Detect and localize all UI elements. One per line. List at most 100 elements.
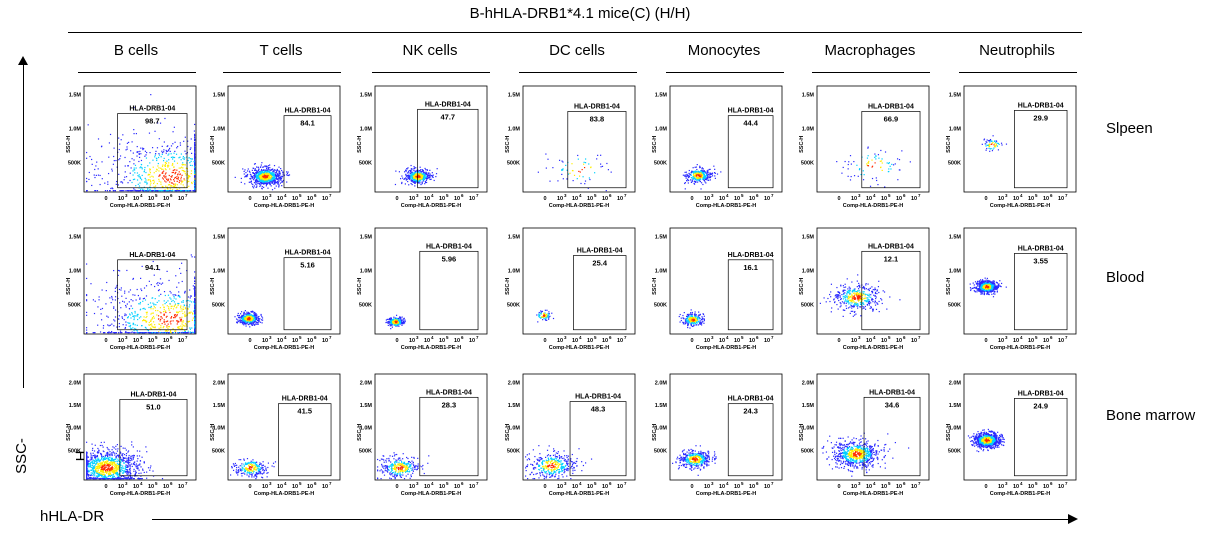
event-dot — [164, 189, 166, 191]
event-dot — [411, 172, 413, 174]
event-dot — [992, 142, 994, 144]
x-tick-exponent: 5 — [888, 193, 891, 198]
event-dot — [148, 168, 151, 170]
event-dot — [171, 189, 174, 191]
event-dot — [154, 154, 156, 156]
event-dot — [171, 176, 173, 178]
event-dot — [544, 319, 547, 321]
x-tick-label: 10 — [133, 196, 139, 202]
event-dot — [256, 314, 258, 316]
event-dot — [137, 332, 139, 334]
event-dot — [581, 168, 583, 171]
event-dot — [697, 176, 699, 179]
event-dot — [274, 169, 276, 171]
event-dot — [241, 315, 244, 317]
event-dot — [165, 329, 168, 332]
event-dot — [194, 123, 196, 126]
event-dot — [850, 304, 852, 306]
event-dot — [410, 179, 412, 181]
event-dot — [194, 276, 196, 278]
x-tick-label: 10 — [469, 338, 475, 344]
event-dot — [408, 184, 410, 186]
event-dot — [703, 173, 705, 176]
event-dot — [129, 161, 131, 163]
event-dot — [691, 313, 693, 315]
event-dot — [173, 160, 176, 162]
event-dot — [157, 122, 159, 124]
event-dot — [101, 161, 103, 163]
event-dot — [132, 315, 134, 318]
event-dot — [247, 315, 249, 318]
event-dot — [160, 293, 162, 295]
event-dot — [151, 318, 153, 320]
event-dot — [871, 159, 873, 161]
event-dot — [687, 314, 689, 317]
event-dot — [194, 149, 196, 151]
event-dot — [411, 178, 413, 180]
event-dot — [256, 323, 258, 325]
event-dot — [163, 175, 165, 177]
event-dot — [699, 314, 701, 316]
event-dot — [569, 172, 571, 174]
event-dot — [695, 319, 697, 321]
event-dot — [145, 157, 148, 159]
event-dot — [881, 162, 883, 164]
event-dot — [546, 309, 548, 311]
event-dot — [153, 179, 155, 181]
x-tick-exponent: 4 — [579, 193, 582, 198]
x-tick-label: 10 — [148, 196, 154, 202]
event-dot — [874, 304, 877, 306]
event-dot — [864, 297, 866, 300]
event-dot — [588, 177, 590, 179]
event-dot — [129, 313, 131, 315]
event-dot — [166, 315, 168, 317]
event-dot — [171, 332, 174, 334]
event-dot — [146, 182, 148, 184]
event-dot — [693, 177, 695, 179]
event-dot — [699, 176, 702, 178]
event-dot — [267, 172, 269, 175]
event-dot — [154, 188, 156, 190]
event-dot — [695, 172, 697, 175]
event-dot — [272, 172, 274, 174]
event-dot — [148, 173, 150, 175]
event-dot — [427, 177, 429, 179]
event-dot — [174, 294, 176, 296]
event-dot — [700, 169, 703, 172]
event-dot — [127, 322, 129, 324]
event-dot — [543, 313, 545, 316]
event-dot — [690, 312, 692, 314]
event-dot — [164, 161, 166, 164]
event-dot — [876, 289, 879, 291]
event-dot — [125, 314, 127, 316]
event-dot — [132, 152, 134, 154]
event-dot — [679, 321, 681, 323]
event-dot — [995, 144, 998, 146]
event-dot — [549, 315, 551, 317]
event-dot — [852, 305, 855, 307]
event-dot — [703, 173, 705, 175]
event-dot — [547, 314, 549, 317]
event-dot — [139, 303, 141, 305]
event-dot — [126, 142, 129, 144]
event-dot — [707, 176, 709, 178]
event-dot — [163, 332, 165, 334]
event-dot — [413, 173, 415, 175]
event-dot — [160, 327, 162, 329]
event-dot — [686, 175, 689, 177]
event-dot — [401, 324, 403, 326]
event-dot — [694, 313, 696, 315]
event-dot — [169, 303, 171, 305]
event-dot — [831, 307, 833, 309]
event-dot — [600, 163, 602, 165]
event-dot — [412, 176, 414, 178]
event-dot — [181, 181, 184, 183]
y-tick-label: 1.5M — [508, 92, 521, 98]
event-dot — [177, 190, 179, 192]
event-dot — [110, 301, 112, 304]
event-dot — [194, 332, 196, 334]
event-dot — [261, 319, 264, 321]
event-dot — [254, 320, 256, 322]
event-dot — [174, 172, 176, 174]
event-dot — [194, 277, 196, 280]
